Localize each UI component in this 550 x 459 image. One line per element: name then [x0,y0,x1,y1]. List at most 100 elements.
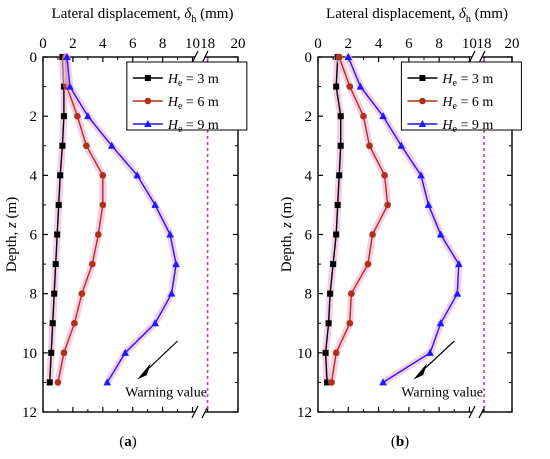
data-point [327,290,334,297]
data-point [54,231,61,238]
series-2 [63,53,180,386]
legend-label: He = 9 m [167,118,219,135]
legend: He = 3 m He = 6 m He = 9 m [400,61,522,135]
legend-marker [419,97,426,105]
data-point [166,230,174,238]
x-tick-label: 10 [462,36,477,52]
legend-label: He = 6 m [441,95,493,112]
y-tick-label: 4 [30,168,38,184]
data-point [344,53,353,60]
data-point [172,260,180,268]
data-point [337,113,344,120]
data-point [364,260,372,268]
x-tick-label: 20 [231,36,246,52]
data-point [83,142,90,150]
y-tick-label: 6 [305,228,313,244]
x-tick-label: 4 [99,36,107,52]
axis-break-gap [195,51,205,63]
data-point [426,348,434,356]
legend-marker [418,120,427,127]
x-tick-label: 6 [129,36,137,52]
panel-caption: (b) [391,434,409,450]
axis-break-mark [468,50,476,64]
data-point [167,289,176,297]
legend-marker [144,75,151,81]
y-tick-label: 10 [22,346,37,362]
axis-break-mark [191,405,199,419]
data-point [360,112,367,120]
data-point [366,142,373,150]
data-point [133,171,141,179]
data-point [54,379,62,386]
data-point [325,320,332,327]
legend-marker [144,120,152,127]
data-point [99,172,107,179]
series-0 [46,53,68,386]
x-axis-label: Lateral displacement, δh (mm) [326,6,508,25]
x-tick-label: 8 [435,36,443,52]
data-point [379,378,387,386]
data-point [59,142,66,149]
legend-box [126,61,248,131]
data-point [330,261,337,268]
data-point [424,200,433,208]
legend-label: He = 6 m [167,95,219,112]
legend: He = 3 m He = 6 m He = 9 m [126,61,248,135]
axis-break-gap [472,51,482,63]
data-point [336,172,343,179]
legend-label: He = 3 m [441,72,493,89]
data-point [436,319,445,327]
y-axis-label: Depth, z (m) [4,197,20,272]
y-tick-label: 0 [305,50,313,66]
legend-marker [144,97,152,105]
data-point [121,348,130,356]
axis-break-mark [478,50,486,64]
data-point [334,201,341,208]
data-point [397,141,406,149]
data-point [381,172,388,179]
data-point [346,319,354,327]
data-point [55,201,62,208]
panel-caption: (a) [119,434,137,450]
data-point [103,378,112,386]
data-point [348,290,355,297]
data-point [78,290,86,297]
x-tick-label: 4 [375,36,383,52]
data-point [57,172,64,179]
data-point [322,349,329,356]
data-point [356,82,365,90]
legend-label: He = 9 m [441,118,493,135]
data-point [436,230,445,238]
y-axis-label: Depth, z (m) [279,197,295,272]
x-tick-label: 20 [505,36,520,52]
data-point [324,379,331,386]
warning-arrow-head [137,363,151,380]
y-tick-label: 8 [30,287,38,303]
x-tick-label: 2 [69,36,77,52]
axis-break-mark [201,50,209,64]
series-line [347,56,460,383]
data-point [337,142,344,149]
data-point [151,200,159,208]
series-line [49,56,65,383]
data-point [46,379,53,386]
data-point [332,349,340,357]
data-point [49,320,56,327]
warning-label: Warning value [125,385,207,400]
legend-marker [419,75,426,81]
x-tick-label: 10 [185,36,200,52]
x-tick-label: 0 [314,36,322,52]
x-tick-label: 6 [405,36,413,52]
legend-label: He = 3 m [167,72,219,89]
y-tick-label: 12 [22,405,37,421]
y-tick-label: 2 [30,109,38,125]
data-point [99,201,107,209]
data-point [346,83,354,90]
data-point [333,83,340,90]
x-tick-label: 2 [345,36,353,52]
data-point [60,349,68,357]
x-axis-label: Lateral displacement, δh (mm) [52,6,234,25]
y-tick-label: 2 [305,109,313,125]
